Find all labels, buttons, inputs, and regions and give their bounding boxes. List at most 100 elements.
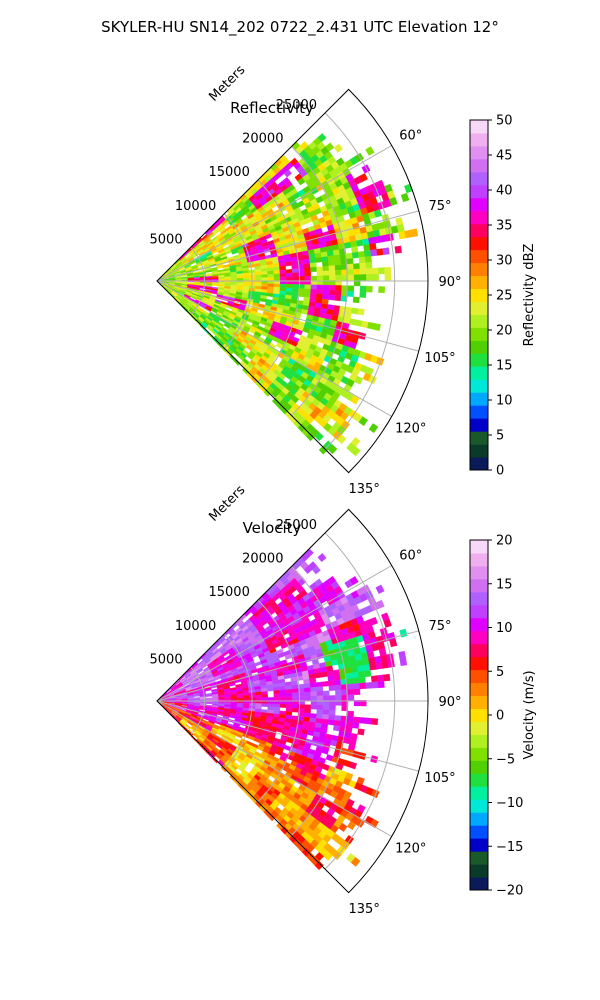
radar-gate xyxy=(352,677,360,684)
radar-gate xyxy=(346,258,354,265)
radar-gate xyxy=(327,675,335,682)
radar-gate xyxy=(291,684,299,690)
radar-gate xyxy=(255,277,262,281)
radar-gate xyxy=(365,717,373,725)
reflectivity-panel: Reflectivity500010000150002000025000Mete… xyxy=(150,63,537,498)
radar-gate xyxy=(328,680,336,687)
radar-gate xyxy=(304,687,311,693)
colorbar-tick-label: 0 xyxy=(496,709,504,724)
radar-gate xyxy=(316,293,323,300)
radar-gate xyxy=(323,275,330,281)
radar-gate xyxy=(310,266,318,273)
radar-gate xyxy=(314,432,324,442)
colorbar-swatch xyxy=(470,760,488,774)
radar-gate xyxy=(333,143,343,153)
radar-gate xyxy=(273,696,281,701)
range-tick-label: 10000 xyxy=(175,199,216,214)
radar-gate xyxy=(361,164,371,174)
radar-gate xyxy=(309,262,317,268)
colorbar-swatch xyxy=(470,708,488,722)
radar-gate xyxy=(363,664,371,672)
radar-gate xyxy=(332,669,341,676)
colorbar-tick-label: 45 xyxy=(496,149,513,164)
colorbar-tick-label: 20 xyxy=(496,534,513,549)
colorbar-swatch xyxy=(470,301,488,315)
azimuth-tick-label: 60° xyxy=(399,129,422,144)
radar-gate xyxy=(292,272,299,277)
colorbar-swatch xyxy=(470,864,488,878)
radar-gate xyxy=(375,599,385,609)
radar-gate xyxy=(345,672,353,680)
radar-gate xyxy=(261,274,268,278)
colorbar-swatch xyxy=(470,145,488,160)
radar-gate xyxy=(382,247,390,255)
colorbar-swatch xyxy=(470,236,488,251)
radar-gate xyxy=(279,693,287,698)
radar-gate xyxy=(292,284,299,289)
colorbar-swatch xyxy=(470,120,488,134)
colorbar-tick-label: 10 xyxy=(496,621,513,636)
radar-gate xyxy=(303,678,311,685)
range-tick-label: 5000 xyxy=(150,652,183,667)
radar-gate xyxy=(261,703,268,707)
radar-gate xyxy=(291,287,299,293)
radar-gate xyxy=(335,695,342,701)
colorbar-swatch xyxy=(470,799,488,813)
radar-gate xyxy=(377,680,385,689)
radar-gate xyxy=(292,692,299,697)
radar-gate xyxy=(333,254,341,261)
radar-gate xyxy=(351,251,360,259)
radar-gate xyxy=(365,682,373,689)
radar-gate xyxy=(206,702,213,705)
colorbar-swatch xyxy=(470,695,488,710)
radar-gate xyxy=(316,266,324,272)
colorbar-tick-label: 20 xyxy=(496,324,513,339)
figure-title: SKYLER-HU SN14_202 0722_2.431 UTC Elevat… xyxy=(101,18,499,37)
radar-gate xyxy=(359,274,367,281)
radar-gate xyxy=(370,249,378,257)
radar-gate xyxy=(309,677,317,684)
radar-gate xyxy=(327,719,335,726)
radar-gate xyxy=(334,259,342,266)
radar-gate xyxy=(371,681,379,689)
radar-gate xyxy=(266,687,274,692)
radar-gate xyxy=(315,681,323,688)
radar-gate xyxy=(351,671,360,679)
radar-gate xyxy=(304,704,312,710)
azimuth-tick-label: 60° xyxy=(399,549,422,564)
radar-gate xyxy=(291,707,299,713)
colorbar-tick-label: 35 xyxy=(496,219,513,234)
radar-gate xyxy=(255,703,262,707)
radar-gate xyxy=(371,718,379,726)
radar-gate xyxy=(267,697,275,701)
radar-gate xyxy=(322,294,330,300)
colorbar-swatch xyxy=(470,721,488,735)
radar-gate xyxy=(236,275,244,279)
radar-gate xyxy=(236,695,244,699)
radar-gate xyxy=(322,690,330,696)
radar-gate xyxy=(304,276,312,281)
radar-gate xyxy=(321,256,329,263)
radar-gate xyxy=(309,293,317,299)
radar-gate xyxy=(317,132,327,143)
radar-gate xyxy=(322,681,329,687)
radar-gate xyxy=(369,243,377,251)
radar-gate xyxy=(267,270,274,275)
radar-gate xyxy=(359,291,367,298)
radar-gate xyxy=(284,261,292,267)
range-tick-label: 25000 xyxy=(276,518,317,533)
colorbar-label: Reflectivity dBZ xyxy=(522,244,537,347)
colorbar-swatch xyxy=(470,617,488,632)
radar-gate xyxy=(261,271,268,275)
radar-gate xyxy=(378,267,385,275)
radar-gate xyxy=(368,423,379,434)
radar-gate xyxy=(328,289,336,296)
radar-gate xyxy=(279,696,287,701)
radar-gate xyxy=(322,289,330,295)
radar-gate xyxy=(233,358,241,366)
radar-gate xyxy=(410,228,419,238)
radar-gate xyxy=(309,713,317,719)
radar-gate xyxy=(291,264,299,270)
radar-gate xyxy=(285,269,293,274)
radar-gate xyxy=(381,660,389,669)
